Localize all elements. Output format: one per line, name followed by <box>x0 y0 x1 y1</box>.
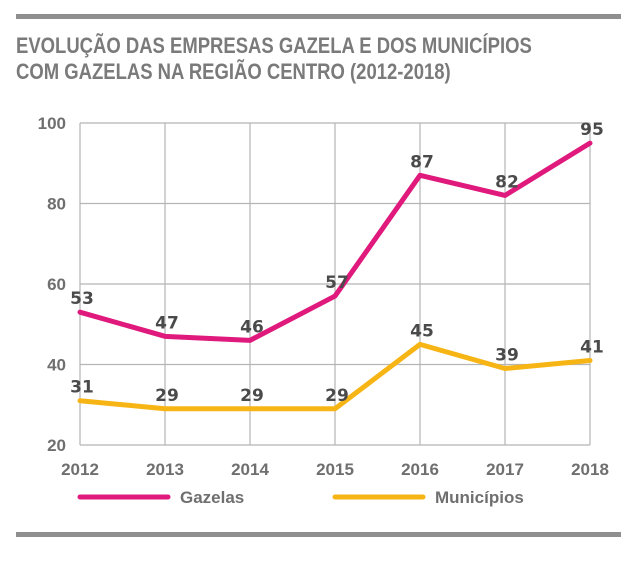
y-tick-label-80: 80 <box>47 195 66 214</box>
chart-title-line-2: COM GAZELAS NA REGIÃO CENTRO (2012-2018) <box>16 59 451 84</box>
legend: Gazelas Municípios <box>77 488 524 507</box>
data-label-gazelas-2014: 46 <box>240 317 264 337</box>
y-tick-label-20: 20 <box>47 436 66 455</box>
data-label-municipios-2018: 41 <box>580 337 604 357</box>
x-tick-label-2018: 2018 <box>571 460 609 479</box>
chart-title: EVOLUÇÃO DAS EMPRESAS GAZELA E DOS MUNIC… <box>16 33 532 85</box>
data-label-gazelas-2016: 87 <box>410 152 434 172</box>
x-tick-label-2012: 2012 <box>61 460 99 479</box>
data-label-gazelas-2013: 47 <box>155 313 179 333</box>
x-tick-label-2013: 2013 <box>146 460 184 479</box>
y-tick-label-60: 60 <box>47 275 66 294</box>
legend-label-gazelas: Gazelas <box>180 488 244 507</box>
legend-label-municipios: Municípios <box>435 488 524 507</box>
data-label-gazelas-2017: 82 <box>495 172 519 192</box>
x-tick-label-2014: 2014 <box>231 460 269 479</box>
data-label-municipios-2016: 45 <box>410 321 434 341</box>
series-line-municipios <box>77 341 593 412</box>
bottom-rule <box>16 532 621 537</box>
y-tick-label-100: 100 <box>38 114 66 133</box>
grid <box>79 122 591 446</box>
y-tick-label-40: 40 <box>47 356 66 375</box>
data-label-municipios-2012: 31 <box>70 378 94 398</box>
data-label-gazelas-2015: 57 <box>325 273 349 293</box>
x-axis-ticks: 2012 2013 2014 2015 2016 2017 2018 <box>61 460 609 479</box>
series-line-gazelas <box>77 140 593 343</box>
top-rule <box>16 14 621 19</box>
y-axis-ticks: 20 40 60 80 100 <box>38 114 66 455</box>
x-tick-label-2017: 2017 <box>486 460 524 479</box>
data-label-municipios-2014: 29 <box>240 386 264 406</box>
data-label-gazelas-2012: 53 <box>70 289 94 309</box>
series-lines <box>77 140 593 412</box>
data-label-municipios-2015: 29 <box>325 386 349 406</box>
data-label-municipios-2017: 39 <box>495 346 519 366</box>
data-label-gazelas-2018: 95 <box>580 120 604 140</box>
data-label-municipios-2013: 29 <box>155 386 179 406</box>
data-labels: 53 47 46 57 87 82 95 31 29 29 29 45 39 41 <box>70 120 604 406</box>
x-tick-label-2015: 2015 <box>316 460 354 479</box>
chart-title-line-1: EVOLUÇÃO DAS EMPRESAS GAZELA E DOS MUNIC… <box>16 33 532 58</box>
x-tick-label-2016: 2016 <box>401 460 439 479</box>
